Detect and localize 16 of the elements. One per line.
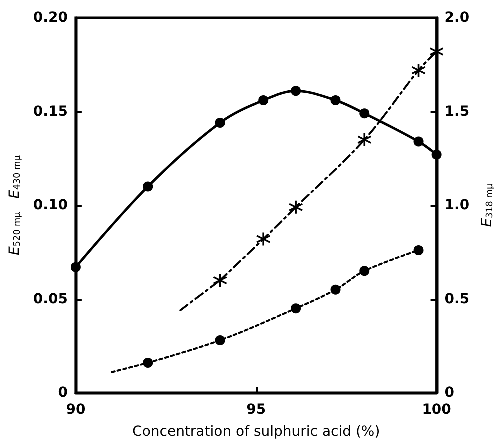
y2-tick-label: 0.5 xyxy=(444,291,470,308)
y2-axis-title: E318 mμ xyxy=(480,184,496,228)
x-tick-label: 100 xyxy=(422,402,452,418)
y2-tick-label: 1.0 xyxy=(444,198,470,214)
y-tick-label: 0.10 xyxy=(33,198,68,214)
y-tick-label: 0 xyxy=(58,385,68,401)
y2-tick-label: 2.0 xyxy=(444,10,470,26)
x-tick-label: 90 xyxy=(66,402,86,418)
y-tick-label: 0.20 xyxy=(33,10,68,26)
y-tick-label: 0.05 xyxy=(33,291,68,308)
y2-tick-label: 1.5 xyxy=(444,104,470,120)
y2-tick-label: 0 xyxy=(444,385,455,401)
x-tick-label: 95 xyxy=(246,402,266,418)
x-axis-title: Concentration of sulphuric acid (%) xyxy=(132,424,380,440)
y-tick-label: 0.15 xyxy=(33,104,68,120)
text: E520 mμ E430 mμ xyxy=(7,155,23,256)
